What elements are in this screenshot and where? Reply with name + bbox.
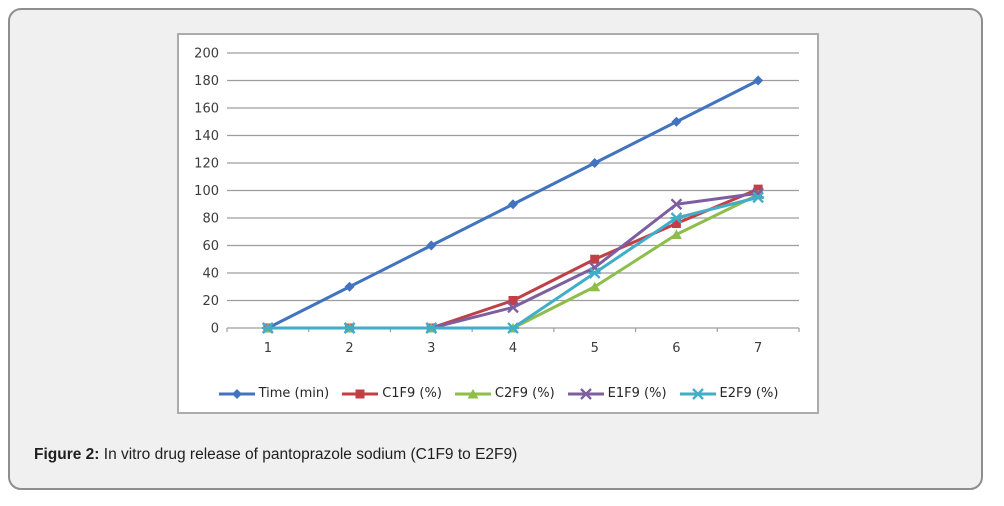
legend-item: C1F9 (%) bbox=[341, 386, 442, 401]
x-tick-label: 7 bbox=[754, 341, 762, 356]
y-tick-label: 200 bbox=[194, 47, 219, 62]
legend-label: C1F9 (%) bbox=[382, 386, 442, 401]
x-tick-label: 2 bbox=[345, 341, 353, 356]
triangle-legend-marker-icon bbox=[454, 388, 491, 398]
star-legend-marker-icon bbox=[679, 387, 716, 400]
square-legend-marker-icon bbox=[342, 389, 379, 398]
legend-label: C2F9 (%) bbox=[494, 386, 555, 401]
y-tick-label: 60 bbox=[202, 239, 219, 254]
caption-label: Figure 2: bbox=[34, 446, 100, 463]
x-legend-marker-icon bbox=[567, 387, 604, 400]
diamond-legend-marker-icon bbox=[218, 388, 255, 399]
triangle-marker bbox=[467, 388, 479, 398]
x-tick-label: 3 bbox=[427, 341, 435, 356]
plot-area: 0 20 40 60 80 100 120 140 160 180 200 1 2 3 4 5 6 7 bbox=[194, 47, 800, 356]
figure-card: 0 20 40 60 80 100 120 140 160 180 200 1 2 3 4 5 6 7 Time … bbox=[8, 8, 983, 490]
x-marker bbox=[507, 301, 519, 314]
square-marker bbox=[355, 389, 365, 398]
y-tick-label: 140 bbox=[194, 129, 219, 144]
x-tick-label: 5 bbox=[591, 341, 599, 356]
diamond-marker bbox=[344, 281, 355, 292]
diamond-marker bbox=[753, 75, 764, 86]
y-tick-label: 0 bbox=[211, 322, 219, 337]
legend-item: E2F9 (%) bbox=[679, 386, 779, 401]
legend-item: E1F9 (%) bbox=[567, 386, 667, 401]
caption-text: In vitro drug release of pantoprazole so… bbox=[99, 446, 518, 463]
series-e1f9 bbox=[262, 187, 764, 334]
diamond-marker bbox=[671, 116, 682, 127]
legend-label: E2F9 (%) bbox=[719, 386, 779, 401]
square-marker bbox=[590, 254, 600, 264]
y-tick-label: 120 bbox=[194, 157, 219, 172]
legend-label: Time (min) bbox=[258, 386, 330, 401]
chart-legend: Time (min) C1F9 (%) C2F9 (%) E1F9 (%) E2F9 (… bbox=[179, 386, 817, 401]
diamond-marker bbox=[589, 158, 600, 168]
series-time-min bbox=[262, 75, 764, 333]
x-tick-label: 4 bbox=[509, 341, 517, 356]
y-tick-label: 20 bbox=[202, 294, 219, 309]
legend-label: E1F9 (%) bbox=[607, 386, 667, 401]
legend-item: Time (min) bbox=[218, 386, 330, 401]
x-tick-label: 6 bbox=[672, 341, 680, 356]
diamond-marker bbox=[231, 388, 242, 399]
series-c2f9 bbox=[262, 189, 764, 333]
square-marker bbox=[671, 219, 681, 228]
x-marker bbox=[670, 198, 683, 211]
drug-release-chart: 0 20 40 60 80 100 120 140 160 180 200 1 2 3 4 5 6 7 Time … bbox=[177, 33, 819, 414]
square-marker bbox=[753, 184, 763, 194]
y-tick-label: 40 bbox=[202, 267, 219, 282]
legend-item: C2F9 (%) bbox=[454, 386, 555, 401]
x-marker bbox=[579, 387, 592, 400]
triangle-marker bbox=[670, 229, 682, 239]
y-tick-label: 180 bbox=[194, 74, 219, 89]
y-tick-label: 160 bbox=[194, 102, 219, 117]
diamond-marker bbox=[426, 240, 437, 251]
figure-caption: Figure 2: In vitro drug release of panto… bbox=[34, 446, 517, 464]
square-marker bbox=[508, 296, 518, 305]
y-tick-label: 80 bbox=[202, 212, 219, 227]
y-tick-label: 100 bbox=[194, 184, 219, 199]
triangle-marker bbox=[589, 281, 601, 292]
series-e2f9 bbox=[261, 191, 765, 334]
x-tick-label: 1 bbox=[264, 341, 272, 356]
diamond-marker bbox=[508, 199, 518, 210]
